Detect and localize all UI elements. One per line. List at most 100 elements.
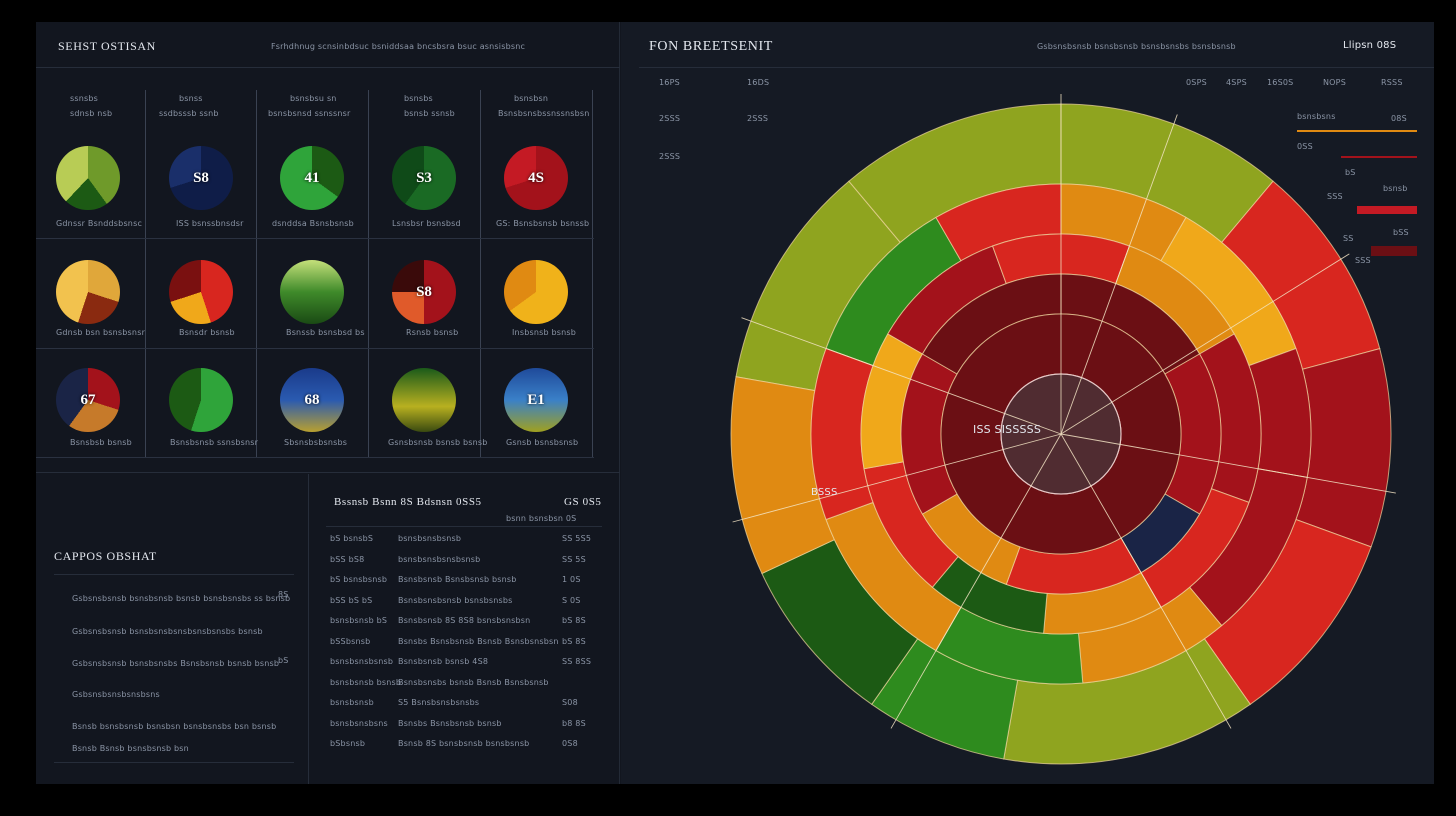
corner-label: Llipsn 08S xyxy=(1343,40,1397,51)
table-title-value: GS 0S5 xyxy=(564,496,602,508)
dashboard-frame: SEHST OSTISAN Fsrhdhnug scnsinbdsuc bsni… xyxy=(36,22,1434,784)
table-cell-b: Bsnsb 8S bsnsbsnsb bsnsbsnsb xyxy=(398,739,530,748)
card-subheader: bsnsb ssnsb xyxy=(404,109,455,118)
legend-label: SSS xyxy=(1327,192,1343,201)
card-header: bsnsbsn xyxy=(514,94,549,103)
stat-label: 4SPS xyxy=(1226,78,1247,87)
metric-circle[interactable]: S8 xyxy=(169,146,233,210)
card-header: bsnss xyxy=(179,94,203,103)
table-cell-a: bS bsnsbS xyxy=(330,534,374,543)
table-subhead: bsnn bsnsbsn 0S xyxy=(506,514,577,523)
table-cell-c: 1 0S xyxy=(562,575,581,584)
legend-bar xyxy=(1341,156,1417,158)
table-cell-a: bsnsbsnsbsns xyxy=(330,718,388,728)
legend-label: SSS xyxy=(1355,256,1371,265)
legend-bar xyxy=(1297,130,1417,132)
chart-spoke xyxy=(890,433,1062,729)
table-cell-c: S08 xyxy=(562,698,578,707)
callout-item-value: bS xyxy=(278,656,289,665)
table-cell-a: bsnsbsnsb bsnsb xyxy=(330,677,402,687)
table-cell-b: Bsnsbsnsb Bsnsbsnsb bsnsb xyxy=(398,575,517,584)
stat-label: RSSS xyxy=(1381,78,1403,87)
card-caption: Bsnsbsb bsnsb xyxy=(70,438,132,447)
metric-circle[interactable] xyxy=(56,260,120,324)
chart-spoke xyxy=(1060,253,1350,435)
legend-bar xyxy=(1357,206,1417,214)
card-caption: Gdnsb bsn bsnsbsnsr xyxy=(56,328,146,337)
callout-item-value: 8S xyxy=(278,590,289,599)
metric-circle[interactable] xyxy=(169,260,233,324)
metric-circle[interactable]: 68 xyxy=(280,368,344,432)
table-cell-b: Bsnsbsnsbsnsb bsnsbsnsbs xyxy=(398,595,513,605)
card-subheader: bsnsbsnsd ssnssnsr xyxy=(268,109,351,118)
stat-label: 2SSS xyxy=(747,114,769,123)
card-caption: dsnddsa Bsnsbsnsb xyxy=(272,219,354,228)
table-cell-b: Bsnsbs Bsnsbsnsb Bsnsb Bsnsbsnsbsn xyxy=(398,636,559,646)
card-caption: Rsnsb bsnsb xyxy=(406,328,459,337)
table-cell-a: bsnsbsnsb xyxy=(330,698,374,707)
stat-label: 2SSS xyxy=(659,152,681,161)
table-cell-c: SS 5S xyxy=(562,554,586,564)
table-cell-b: bsnsbsnsbsnsbsnsb xyxy=(398,554,481,564)
metric-circle[interactable]: 67 xyxy=(56,368,120,432)
chart-spoke xyxy=(1060,433,1232,729)
card-caption: ISS bsnssbnsdsr xyxy=(176,219,244,228)
card-caption: Bsnssb bsnsbsd bs xyxy=(286,328,365,337)
table-cell-b: bsnsbsnsbsnsb xyxy=(398,534,462,543)
table-cell-a: bSS bS bS xyxy=(330,595,373,605)
table-cell-b: Bsnsbsnsb bsnsb 4S8 xyxy=(398,657,489,666)
card-caption: Insbsnsb bsnsb xyxy=(512,328,577,337)
card-caption: Lsnsbsr bsnsbsd xyxy=(392,219,461,228)
card-header: bsnsbsu sn xyxy=(290,94,337,103)
card-caption: GS: Bsnsbsnsb bsnssb xyxy=(496,219,590,228)
chart-spoke xyxy=(1060,114,1178,435)
callout-item: Bsnsb bsnsbsnsb bsnsbsn bsnsbsnsbs bsn b… xyxy=(72,722,277,731)
legend-label: SS xyxy=(1343,234,1354,243)
card-subheader: ssdbsssb ssnb xyxy=(159,109,219,118)
table-cell-c: SS 5S5 xyxy=(562,534,592,543)
center-label: ISS SISSSSS xyxy=(973,423,1042,436)
stat-label: NOPS xyxy=(1323,78,1346,87)
metric-circle[interactable]: 41 xyxy=(280,146,344,210)
metric-circle[interactable] xyxy=(504,260,568,324)
metric-grid: ssnsbs sdnsb nsb Gdnssr Bsnddsbsnsc bsns… xyxy=(36,90,594,458)
card-caption: Bsnsbsnsb ssnsbsnsr xyxy=(170,438,259,447)
table-cell-b: Bsnsbsnsbs bsnsb Bsnsb Bsnsbsnsb xyxy=(398,677,549,687)
chart-spoke xyxy=(732,433,1062,523)
metric-circle[interactable]: S3 xyxy=(392,146,456,210)
metric-circle[interactable] xyxy=(280,260,344,324)
right-panel-title: FON BREETSENIT xyxy=(649,39,773,54)
legend-value: bsnsb xyxy=(1383,184,1408,193)
callout-item: Bsnsb Bsnsb bsnsbsnsb bsn xyxy=(72,744,189,753)
left-panel: SEHST OSTISAN Fsrhdhnug scnsinbdsuc bsni… xyxy=(36,22,620,784)
stat-label: 16S0S xyxy=(1267,78,1294,87)
card-header: bsnsbs xyxy=(404,94,433,103)
legend-label: 0SS xyxy=(1297,142,1313,151)
table-cell-c: b8 8S xyxy=(562,718,586,728)
metric-circle[interactable]: 4S xyxy=(504,146,568,210)
metric-circle[interactable] xyxy=(56,146,120,210)
callout-title: CAPPOS OBSHAT xyxy=(54,549,157,563)
stat-label: 16PS xyxy=(659,78,680,87)
chart-spoke xyxy=(741,317,1062,435)
metric-circle[interactable]: E1 xyxy=(504,368,568,432)
table-cell-c: S 0S xyxy=(562,595,581,605)
metric-circle[interactable]: S8 xyxy=(392,260,456,324)
metric-circle[interactable] xyxy=(169,368,233,432)
legend-label: bsnsbsns xyxy=(1297,112,1336,121)
table-cell-c: SS 8SS xyxy=(562,657,592,666)
right-panel: FON BREETSENIT Gsbsnsbsnsb bsnsbsnsb bsn… xyxy=(621,22,1434,784)
chart-spoke xyxy=(1060,433,1396,494)
card-caption: Gsnsbsnsb bsnsb bsnsb xyxy=(388,438,488,447)
table-cell-c: bS 8S xyxy=(562,616,586,625)
card-caption: Sbsnsbsbsnsbs xyxy=(284,438,348,447)
stat-label: 2SSS xyxy=(659,114,681,123)
metric-circle[interactable] xyxy=(392,368,456,432)
table-cell-a: bSSbsnsb xyxy=(330,636,371,646)
legend-value: bSS xyxy=(1393,228,1409,237)
callout-item: Gsbsnsbsnsbsnsbsns xyxy=(72,690,160,699)
callout-item: Gsbsnsbsnsb bsnsbsnsb bsnsb bsnsbsnsbs s… xyxy=(72,594,291,603)
right-panel-subtitle: Gsbsnsbsnsb bsnsbsnsb bsnsbsnsbs bsnsbsn… xyxy=(1037,42,1236,51)
stat-label: 16DS xyxy=(747,78,770,87)
card-caption: Gsnsb bsnsbsnsb xyxy=(506,438,579,447)
